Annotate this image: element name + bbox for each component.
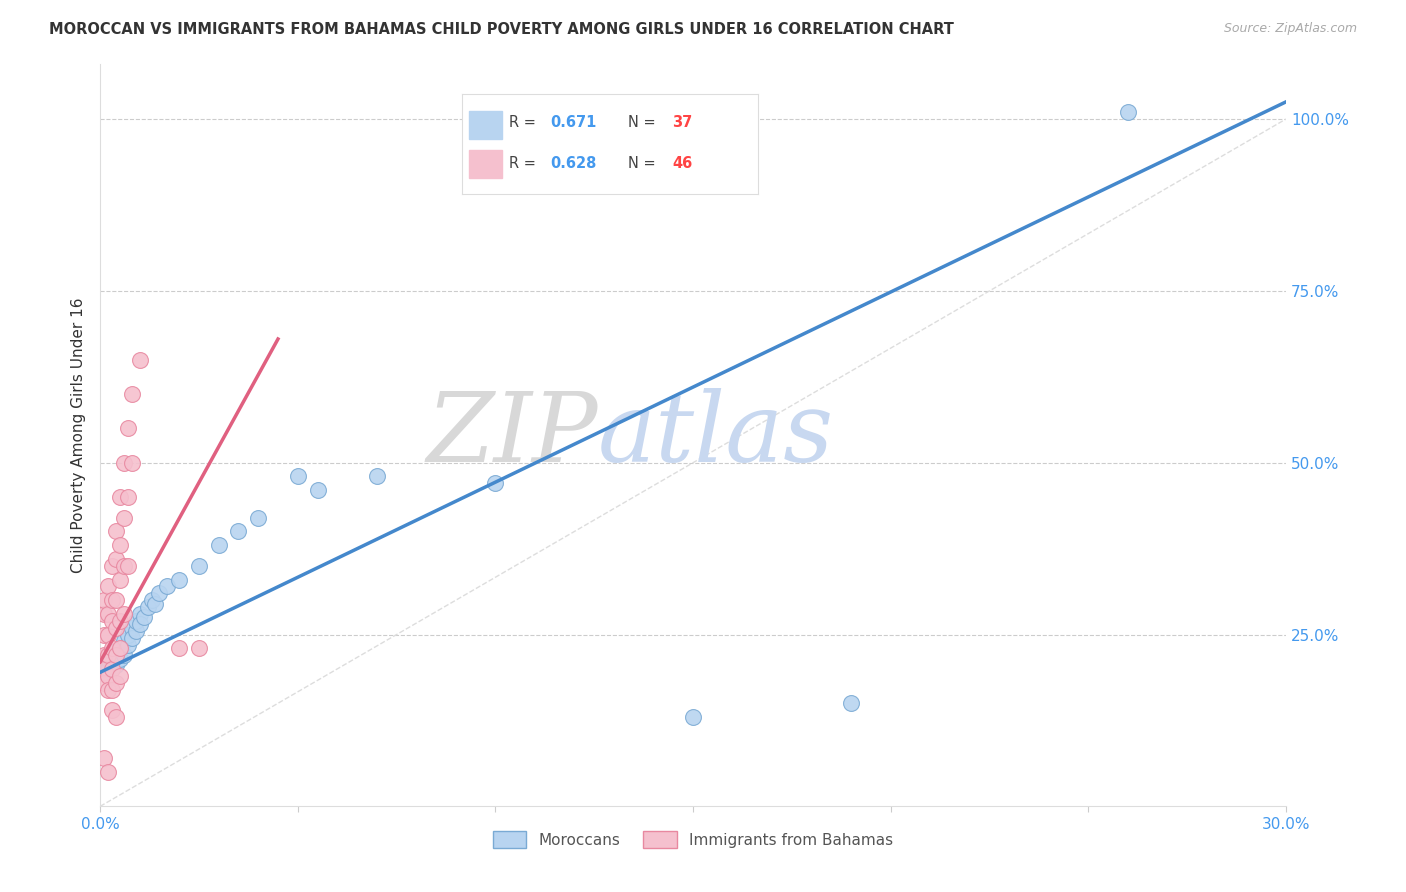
Text: atlas: atlas xyxy=(598,388,834,483)
Point xyxy=(145,597,167,611)
Point xyxy=(97,662,120,676)
Point xyxy=(93,665,115,680)
Point xyxy=(93,627,115,641)
Point xyxy=(97,648,120,662)
Point xyxy=(104,552,127,566)
Point xyxy=(117,490,139,504)
Point xyxy=(108,651,131,665)
Point xyxy=(93,751,115,765)
Point xyxy=(93,593,115,607)
Point xyxy=(366,469,388,483)
Point xyxy=(108,614,131,628)
Point xyxy=(112,648,135,662)
Point xyxy=(93,607,115,621)
Point xyxy=(97,651,120,665)
Point xyxy=(104,648,127,662)
Point xyxy=(112,510,135,524)
Point xyxy=(101,703,124,717)
Point xyxy=(125,614,148,628)
Point xyxy=(247,510,270,524)
Point xyxy=(104,658,127,673)
Point xyxy=(307,483,329,498)
Text: Source: ZipAtlas.com: Source: ZipAtlas.com xyxy=(1223,22,1357,36)
Point xyxy=(97,669,120,683)
Point xyxy=(167,573,190,587)
Point xyxy=(93,662,115,676)
Point xyxy=(117,638,139,652)
Point xyxy=(104,675,127,690)
Point xyxy=(101,593,124,607)
Point xyxy=(97,607,120,621)
Point xyxy=(108,490,131,504)
Point xyxy=(187,558,209,573)
Point xyxy=(156,579,179,593)
Point xyxy=(97,764,120,779)
Point xyxy=(141,593,163,607)
Point xyxy=(167,641,190,656)
Point xyxy=(104,621,127,635)
Point xyxy=(128,617,150,632)
Point xyxy=(101,662,124,676)
Point xyxy=(97,682,120,697)
Text: MOROCCAN VS IMMIGRANTS FROM BAHAMAS CHILD POVERTY AMONG GIRLS UNDER 16 CORRELATI: MOROCCAN VS IMMIGRANTS FROM BAHAMAS CHIL… xyxy=(49,22,955,37)
Point xyxy=(108,641,131,656)
Point xyxy=(101,645,124,659)
Point xyxy=(104,593,127,607)
Point xyxy=(93,675,115,690)
Point xyxy=(121,456,143,470)
Point xyxy=(104,524,127,539)
Point xyxy=(93,648,115,662)
Point xyxy=(287,469,309,483)
Legend: Moroccans, Immigrants from Bahamas: Moroccans, Immigrants from Bahamas xyxy=(486,824,900,855)
Point xyxy=(101,655,124,669)
Point xyxy=(228,524,250,539)
Point xyxy=(117,421,139,435)
Point xyxy=(682,710,704,724)
Point xyxy=(839,696,862,710)
Point xyxy=(117,558,139,573)
Point xyxy=(112,607,135,621)
Point xyxy=(97,579,120,593)
Point xyxy=(108,641,131,656)
Point xyxy=(101,614,124,628)
Point xyxy=(121,621,143,635)
Text: ZIP: ZIP xyxy=(427,388,598,483)
Point xyxy=(125,624,148,639)
Point xyxy=(112,634,135,648)
Point xyxy=(128,352,150,367)
Point xyxy=(112,558,135,573)
Y-axis label: Child Poverty Among Girls Under 16: Child Poverty Among Girls Under 16 xyxy=(72,297,86,573)
Point xyxy=(101,682,124,697)
Point xyxy=(132,610,155,624)
Point xyxy=(117,627,139,641)
Point xyxy=(208,538,231,552)
Point xyxy=(108,538,131,552)
Point xyxy=(108,573,131,587)
Point xyxy=(121,631,143,645)
Point xyxy=(148,586,170,600)
Point xyxy=(101,558,124,573)
Point xyxy=(136,600,159,615)
Point xyxy=(112,456,135,470)
Point xyxy=(187,641,209,656)
Point xyxy=(101,641,124,656)
Point xyxy=(108,669,131,683)
Point xyxy=(97,627,120,641)
Point xyxy=(104,710,127,724)
Point xyxy=(121,387,143,401)
Point xyxy=(128,607,150,621)
Point xyxy=(484,476,506,491)
Point xyxy=(104,648,127,662)
Point xyxy=(1116,105,1139,120)
